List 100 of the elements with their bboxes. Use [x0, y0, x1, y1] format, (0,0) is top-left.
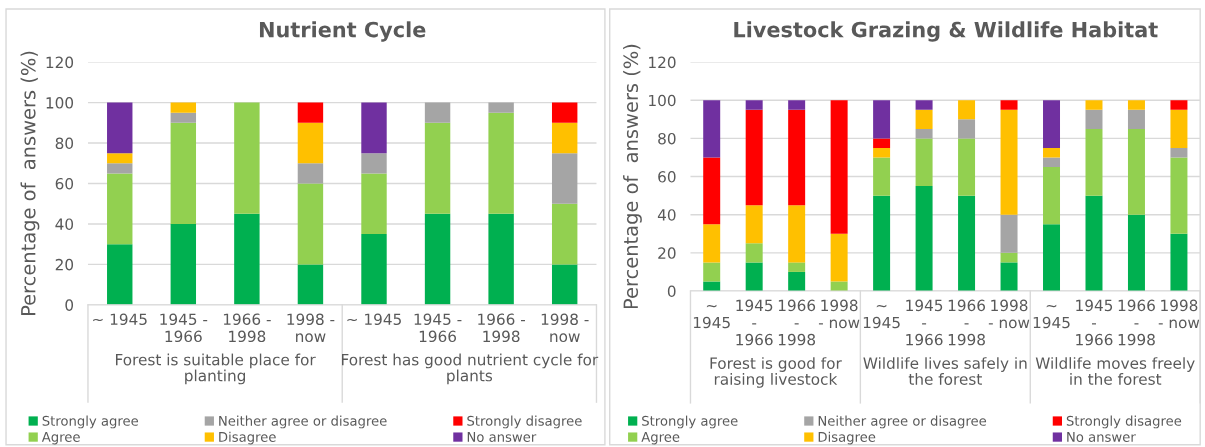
bar [703, 157, 721, 225]
bar [1085, 100, 1103, 110]
legend-label: No answer [1067, 432, 1136, 442]
bar [551, 203, 578, 265]
bar [107, 173, 133, 245]
bar [873, 100, 891, 139]
x-tick-label: 1998 - now [1158, 299, 1200, 329]
bar [745, 243, 763, 263]
text: Forest is suitable place for planting [116, 353, 316, 385]
bar [488, 102, 514, 113]
y-tick-label: 80 [658, 132, 676, 145]
bar [107, 244, 133, 305]
bar [1000, 252, 1018, 263]
bar [873, 195, 891, 291]
x-tick-label: 1998 - now [541, 313, 589, 343]
y-tick-label: 0 [667, 285, 676, 298]
y-tick-label: 40 [657, 209, 676, 221]
bar [297, 264, 324, 305]
bar [873, 138, 891, 148]
bar [1000, 109, 1018, 215]
text: Wildlife lives safely in the forest [863, 357, 1027, 385]
bar [297, 163, 324, 184]
x-tick-label: 1966 - 1998 [778, 299, 816, 346]
bar [361, 153, 387, 174]
bar [915, 100, 933, 110]
chart-title: Livestock Grazing & Wildlife Habitat [734, 21, 1158, 42]
bar [361, 102, 387, 154]
bar [703, 100, 721, 158]
bar [1170, 157, 1188, 234]
bar [830, 281, 848, 291]
bar [361, 173, 387, 235]
bar [297, 102, 324, 123]
y-tick-label: 120 [649, 56, 676, 69]
bar [788, 109, 806, 206]
bar [361, 234, 387, 305]
bar [1127, 100, 1145, 110]
x-tick-label: 1945 - 1966 [906, 299, 943, 346]
y-tick-label: 20 [658, 247, 676, 259]
bar [170, 122, 197, 224]
legend-label: Neither agree or disagree [219, 415, 387, 429]
x-tick-label: 1966 - 1998 [223, 313, 271, 343]
bar [1170, 100, 1188, 110]
bar [788, 262, 806, 272]
y-tick-label: 60 [658, 171, 676, 183]
chart-title: Nutrient Cycle [259, 21, 426, 42]
bar [488, 112, 514, 214]
bar [424, 102, 451, 123]
legend-label: Strongly agree [42, 415, 139, 429]
bar [170, 112, 197, 123]
bar [297, 122, 324, 164]
bar [958, 119, 976, 139]
bar [788, 100, 806, 110]
x-tick-label: 1945 - 1966 [160, 313, 208, 343]
bar [830, 100, 848, 234]
bar [915, 138, 933, 187]
legend-label: Agree [641, 432, 680, 445]
x-tick-label: 1945 - 1966 [414, 313, 462, 343]
bar [745, 100, 763, 110]
x-tick-label: ~ 1945 [93, 313, 147, 326]
bar [788, 205, 806, 263]
x-tick-label: 1966 - 1998 [948, 299, 986, 346]
y-tick-label: 20 [55, 258, 74, 271]
y-tick-label: 0 [65, 299, 74, 311]
bar [873, 157, 891, 196]
x-tick-label: ~ 1945 [863, 304, 900, 329]
text: Forest has good nutrient cycle for plants [342, 353, 599, 385]
x-tick-label: 1945 - 1966 [1076, 299, 1113, 346]
bar [745, 205, 763, 244]
bar [107, 102, 133, 154]
bar [958, 138, 976, 196]
x-tick-label: 1966 - 1998 [478, 313, 526, 343]
y-tick-label: 120 [46, 56, 74, 69]
y-axis-title: Percentage of answers (%) [623, 44, 642, 309]
bar [1127, 128, 1145, 215]
bar [424, 213, 451, 305]
bar [551, 264, 578, 305]
legend-label: No answer [467, 432, 537, 442]
bar [915, 186, 933, 291]
legend-label: Strongly agree [642, 415, 738, 429]
bar [297, 183, 324, 265]
bar [745, 262, 763, 291]
bar [1043, 224, 1061, 291]
text: Wildlife moves freely in the forest [1035, 357, 1195, 385]
bar [1043, 147, 1061, 158]
y-tick-label: 40 [55, 218, 74, 230]
x-tick-label: ~ 1945 [693, 304, 730, 329]
bar [1043, 157, 1061, 168]
x-tick-label: 1998 - now [988, 299, 1030, 329]
x-tick-label: 1945 - 1966 [736, 299, 773, 346]
bar [745, 109, 763, 206]
bar [551, 122, 578, 154]
y-tick-label: 60 [55, 177, 74, 190]
x-tick-label: 1966 - 1998 [1118, 299, 1155, 346]
bar [1000, 100, 1018, 110]
bar [1170, 109, 1188, 148]
y-tick-label: 80 [55, 137, 74, 150]
bar [234, 213, 260, 305]
bar [1085, 128, 1103, 196]
text: Forest is good for raising livestock [710, 357, 842, 388]
bar [873, 147, 891, 158]
